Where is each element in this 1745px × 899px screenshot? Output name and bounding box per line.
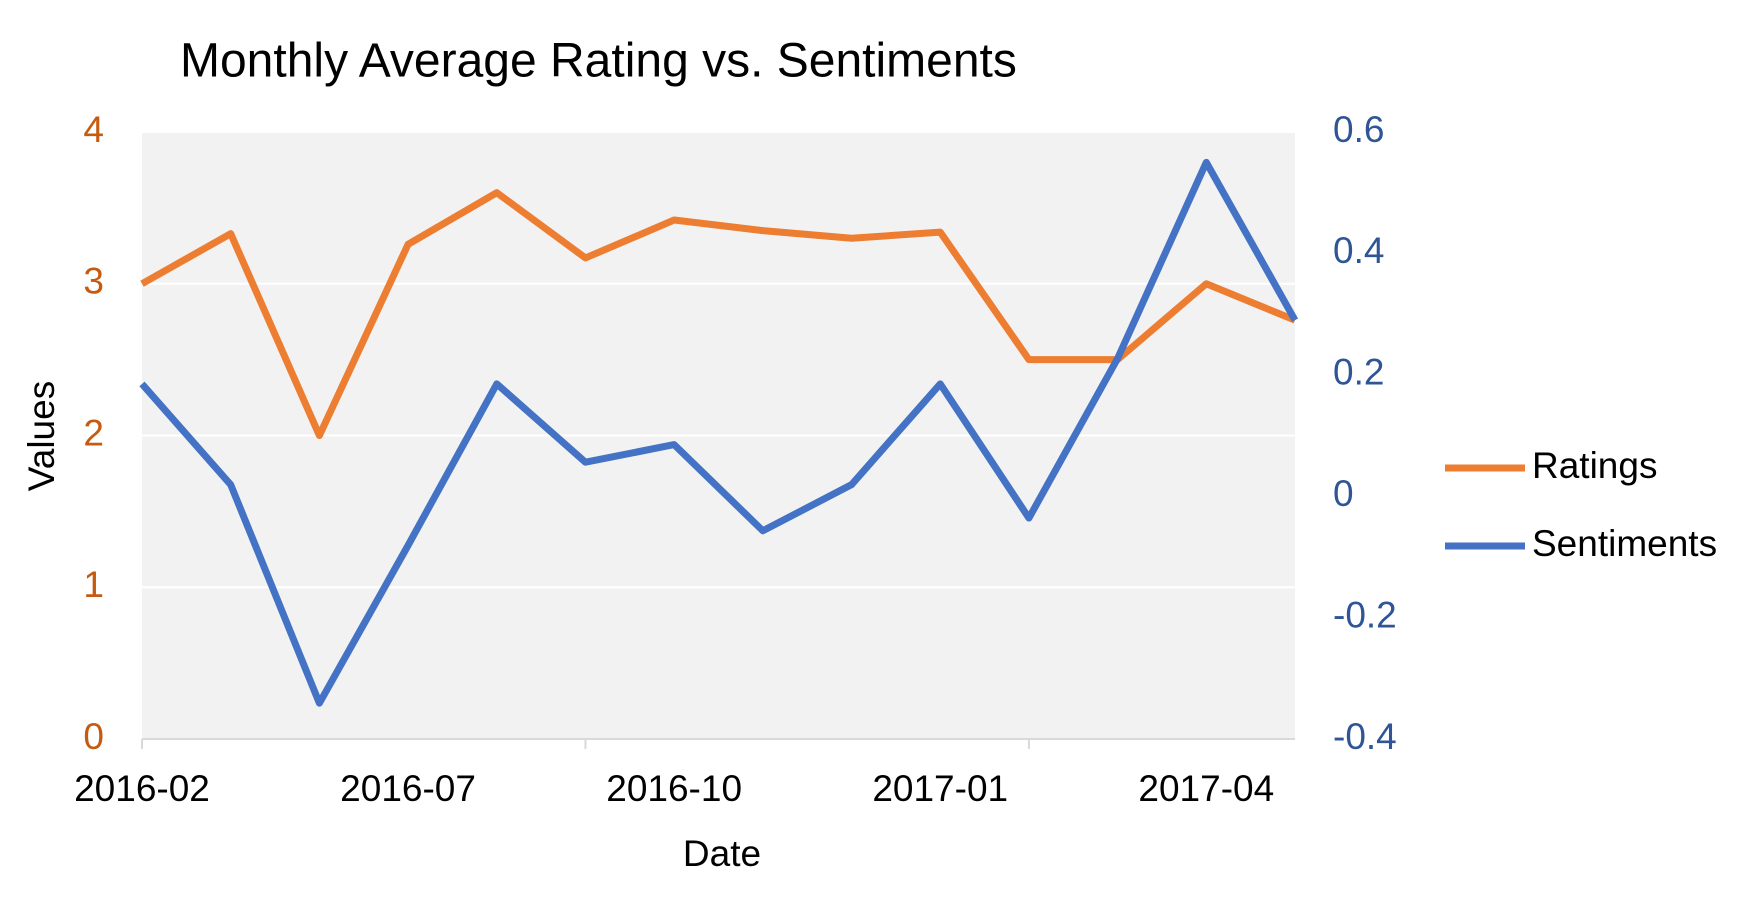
y2-tick-label: -0.2 bbox=[1333, 594, 1397, 635]
series-line bbox=[140, 189, 1297, 439]
y-tick-label: 3 bbox=[83, 261, 104, 302]
x-axis-label: Date bbox=[683, 833, 761, 874]
y2-tick-label: 0.2 bbox=[1333, 352, 1384, 393]
y-tick-label: 2 bbox=[83, 412, 104, 453]
y-axis-label: Values bbox=[21, 381, 62, 491]
y-tick-label: 1 bbox=[83, 564, 104, 605]
y2-tick-label: 0.6 bbox=[1333, 109, 1384, 150]
legend-label: Ratings bbox=[1532, 445, 1657, 486]
y-tick-label: 4 bbox=[83, 109, 104, 150]
y2-tick-label: 0.4 bbox=[1333, 230, 1384, 271]
chart-title: Monthly Average Rating vs. Sentiments bbox=[180, 35, 1017, 88]
y2-tick-label: -0.4 bbox=[1333, 716, 1397, 757]
y2-tick-label: 0 bbox=[1333, 473, 1354, 514]
x-tick-label: 2017-01 bbox=[872, 768, 1008, 809]
legend-label: Sentiments bbox=[1532, 523, 1717, 564]
series-line bbox=[139, 158, 1299, 707]
x-tick-label: 2017-04 bbox=[1138, 768, 1274, 809]
x-tick-label: 2016-02 bbox=[74, 768, 210, 809]
x-tick-label: 2016-07 bbox=[340, 768, 476, 809]
x-tick-label: 2016-10 bbox=[606, 768, 742, 809]
y-tick-label: 0 bbox=[83, 716, 104, 757]
